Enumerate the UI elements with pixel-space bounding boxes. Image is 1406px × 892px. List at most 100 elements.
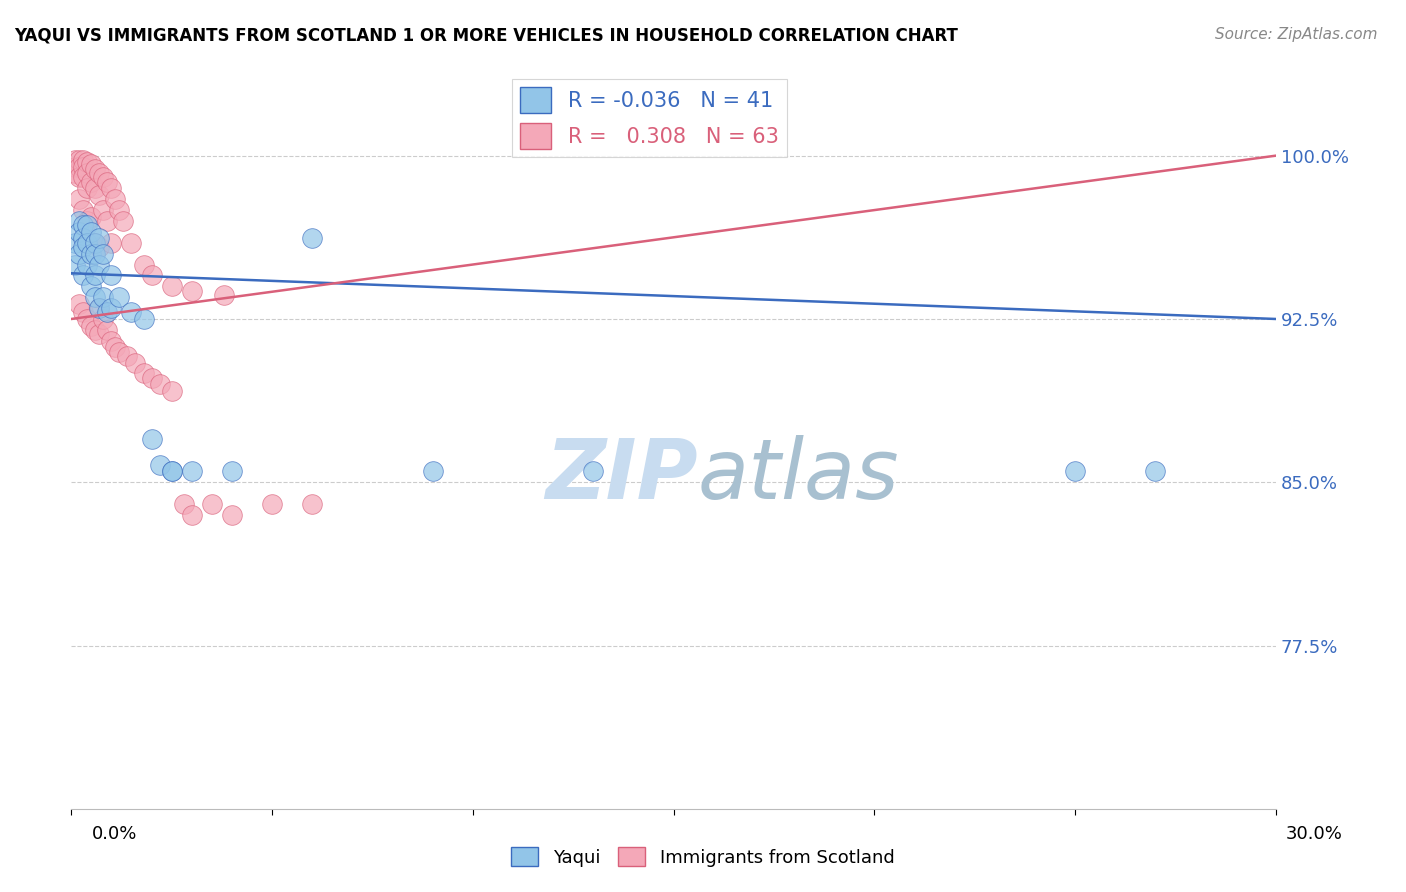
Point <box>76 312 98 326</box>
Point <box>132 258 155 272</box>
Point <box>67 214 90 228</box>
Point <box>89 166 111 180</box>
Point <box>108 203 131 218</box>
Point <box>180 284 202 298</box>
Text: 30.0%: 30.0% <box>1286 825 1343 843</box>
Point <box>89 240 111 254</box>
Point <box>67 170 90 185</box>
Point <box>72 231 94 245</box>
Point <box>76 219 98 233</box>
Point <box>84 323 107 337</box>
Point <box>65 235 87 250</box>
Point <box>67 160 90 174</box>
Point <box>84 235 107 250</box>
Point <box>80 175 103 189</box>
Point <box>89 231 111 245</box>
Point <box>149 377 172 392</box>
Point <box>422 465 444 479</box>
Point <box>76 258 98 272</box>
Point <box>160 279 183 293</box>
Point <box>80 157 103 171</box>
Point <box>93 290 115 304</box>
Point <box>76 155 98 169</box>
Point <box>201 497 224 511</box>
Point <box>72 203 94 218</box>
Point <box>180 508 202 522</box>
Point <box>84 161 107 176</box>
Point <box>72 305 94 319</box>
Point <box>96 323 118 337</box>
Point <box>212 288 235 302</box>
Point <box>72 170 94 185</box>
Point <box>260 497 283 511</box>
Point <box>117 349 139 363</box>
Point <box>121 235 143 250</box>
Point <box>84 246 107 260</box>
Point <box>100 181 122 195</box>
Legend: Yaqui, Immigrants from Scotland: Yaqui, Immigrants from Scotland <box>505 840 901 874</box>
Point <box>84 268 107 283</box>
Point <box>84 235 107 250</box>
Point <box>301 497 323 511</box>
Point <box>124 355 146 369</box>
Point <box>141 268 163 283</box>
Point <box>80 246 103 260</box>
Point <box>76 235 98 250</box>
Point <box>160 465 183 479</box>
Point <box>149 458 172 472</box>
Point <box>93 170 115 185</box>
Text: Source: ZipAtlas.com: Source: ZipAtlas.com <box>1215 27 1378 42</box>
Point <box>80 225 103 239</box>
Point <box>89 258 111 272</box>
Point <box>72 153 94 167</box>
Point <box>104 340 127 354</box>
Point <box>72 160 94 174</box>
Point <box>89 301 111 315</box>
Text: atlas: atlas <box>697 435 900 516</box>
Point <box>93 246 115 260</box>
Point <box>132 367 155 381</box>
Point <box>301 231 323 245</box>
Point <box>76 181 98 195</box>
Text: ZIP: ZIP <box>546 435 697 516</box>
Point <box>67 153 90 167</box>
Point <box>65 166 87 180</box>
Point <box>100 235 122 250</box>
Point <box>96 214 118 228</box>
Point <box>93 203 115 218</box>
Point <box>141 432 163 446</box>
Point <box>221 508 243 522</box>
Point <box>93 312 115 326</box>
Point <box>100 268 122 283</box>
Point <box>108 290 131 304</box>
Point <box>67 297 90 311</box>
Point <box>89 301 111 315</box>
Point <box>100 334 122 348</box>
Point <box>76 166 98 180</box>
Point <box>89 327 111 342</box>
Point <box>67 246 90 260</box>
Point <box>160 384 183 398</box>
Point <box>104 192 127 206</box>
Point <box>121 305 143 319</box>
Point <box>72 240 94 254</box>
Point <box>108 344 131 359</box>
Legend: R = -0.036   N = 41, R =   0.308   N = 63: R = -0.036 N = 41, R = 0.308 N = 63 <box>512 78 787 157</box>
Point <box>1064 465 1087 479</box>
Point <box>132 312 155 326</box>
Point <box>112 214 135 228</box>
Point <box>65 258 87 272</box>
Point <box>221 465 243 479</box>
Point <box>582 465 605 479</box>
Point <box>180 465 202 479</box>
Point <box>160 465 183 479</box>
Point <box>65 160 87 174</box>
Point <box>173 497 195 511</box>
Point <box>89 187 111 202</box>
Point <box>96 305 118 319</box>
Point <box>72 219 94 233</box>
Point <box>67 192 90 206</box>
Point <box>1144 465 1167 479</box>
Point <box>76 214 98 228</box>
Point <box>141 371 163 385</box>
